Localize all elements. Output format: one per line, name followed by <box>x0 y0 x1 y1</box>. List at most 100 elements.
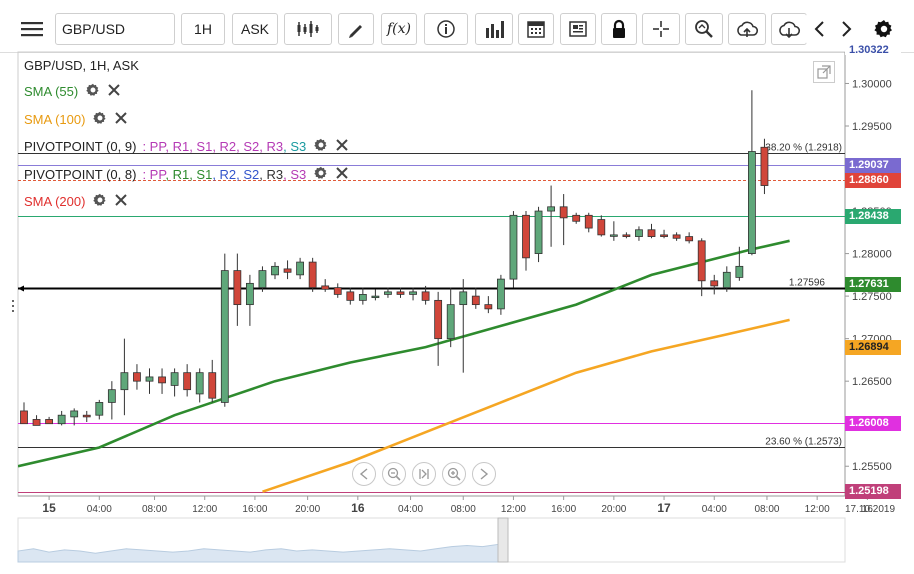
candle-body <box>20 410 28 425</box>
candle-body <box>534 210 543 254</box>
navigator-strip[interactable] <box>12 300 846 563</box>
x-tick-label: 15 <box>42 501 56 515</box>
zoom-icon[interactable] <box>685 13 723 45</box>
calendar-icon[interactable] <box>518 13 554 45</box>
candle-body <box>32 419 41 426</box>
legend-item-pivot-9[interactable]: PIVOTPOINT (0, 9) : PP, R1, S1, R2, S2, … <box>24 138 348 155</box>
zoom-out-icon[interactable] <box>382 462 406 486</box>
candle-body <box>409 291 417 295</box>
toolbar: GBP/USD 1H ASK f(x) <box>0 0 914 53</box>
scroll-right-icon[interactable] <box>472 462 496 486</box>
function-icon[interactable]: f(x) <box>381 13 417 45</box>
close-icon[interactable] <box>336 167 348 182</box>
candle-body <box>233 270 242 306</box>
candle-body <box>635 229 643 237</box>
pivot-levels: : PP, R1, S1, R2, S2, R3, S3 <box>142 167 306 182</box>
volume-bars-icon[interactable] <box>475 13 513 45</box>
chart-nav-buttons <box>352 462 496 486</box>
navigator-series <box>17 543 499 563</box>
candle-body <box>396 291 405 295</box>
zoom-in-icon[interactable] <box>442 462 466 486</box>
legend-item-pivot-8[interactable]: PIVOTPOINT (0, 8) : PP, R1, S1, R2, S2, … <box>24 166 348 183</box>
news-icon[interactable] <box>560 13 596 45</box>
navigator-handle <box>497 517 509 563</box>
x-tick-label: 08:00 <box>142 504 167 515</box>
x-tick-label: 08:00 <box>451 504 476 515</box>
close-icon[interactable] <box>108 84 120 99</box>
level-arrow-icon <box>18 285 24 292</box>
y-tick-label: 1.26500 <box>852 376 892 388</box>
y-tick-label: 1.28000 <box>852 249 892 261</box>
candle-body <box>584 214 593 229</box>
price-side-selector[interactable]: ASK <box>232 13 278 45</box>
gear-icon[interactable] <box>314 138 328 155</box>
candle-body <box>722 271 731 289</box>
timeframe-selector[interactable]: 1H <box>181 13 225 45</box>
price-tag: 1.29037 <box>845 157 901 173</box>
pivot-level: , S3 <box>283 167 307 182</box>
time-axis: 15 04:00 08:00 12:00 16:00 20:00 16 04:00 08:00 1… <box>18 495 895 515</box>
legend-label: PIVOTPOINT (0, 8) <box>24 167 137 182</box>
draw-icon[interactable] <box>338 13 374 45</box>
x-tick-label: 20:00 <box>295 504 320 515</box>
gear-icon[interactable] <box>93 111 107 128</box>
hamburger-icon[interactable] <box>14 13 50 45</box>
x-tick-label: 12:00 <box>805 504 830 515</box>
candle-body <box>496 278 505 310</box>
reset-icon[interactable] <box>412 462 436 486</box>
close-icon[interactable] <box>336 139 348 154</box>
candle-body <box>245 282 254 306</box>
symbol-selector[interactable]: GBP/USD <box>55 13 175 45</box>
price-tag: 1.28438 <box>845 208 901 224</box>
candle-body <box>471 295 480 306</box>
price-axis: 1.255001.260001.265001.270001.275001.280… <box>845 78 892 473</box>
pivot-level: , R2 <box>212 139 237 154</box>
candle-body <box>57 414 66 425</box>
pivot-level: : PP <box>142 167 166 182</box>
arrow-left-icon[interactable] <box>806 13 832 45</box>
lock-icon[interactable] <box>601 13 637 45</box>
moving-averages <box>18 239 790 493</box>
candle-body <box>597 219 606 236</box>
candle-body <box>82 414 91 418</box>
candle-body <box>258 270 267 289</box>
level-label: 23.60 % (1.2573) <box>765 437 842 448</box>
x-tick-label: 08:00 <box>754 504 779 515</box>
pivot-level: , S2 <box>236 139 260 154</box>
candle-body <box>547 206 555 212</box>
price-tag: 1.30322 <box>845 45 901 56</box>
legend-label: SMA (200) <box>24 194 86 209</box>
gear-icon[interactable] <box>93 193 107 210</box>
legend-item-sma200[interactable]: SMA (200) <box>24 193 128 210</box>
candle-body <box>358 294 367 301</box>
upload-icon[interactable] <box>728 13 766 45</box>
x-tick-label: 17.10.2019 <box>845 504 895 515</box>
pivot-level: , S2 <box>236 167 260 182</box>
candles <box>20 90 769 426</box>
arrow-right-icon[interactable] <box>834 13 860 45</box>
candles-icon[interactable] <box>284 13 332 45</box>
gear-icon[interactable] <box>314 166 328 183</box>
x-tick-label: 16 <box>862 504 874 515</box>
legend-item-sma55[interactable]: SMA (55) <box>24 83 120 100</box>
gear-icon[interactable] <box>870 13 898 45</box>
candle-body <box>271 265 279 276</box>
pivot-level: , R1 <box>165 139 190 154</box>
x-tick-label: 16:00 <box>551 504 576 515</box>
legend-item-sma100[interactable]: SMA (100) <box>24 111 128 128</box>
y-tick-label: 1.27500 <box>852 291 892 303</box>
scroll-left-icon[interactable] <box>352 462 376 486</box>
pivot-level: , R2 <box>212 167 237 182</box>
crosshair-icon[interactable] <box>642 13 680 45</box>
x-tick-label: 12:00 <box>192 504 217 515</box>
close-icon[interactable] <box>115 112 128 127</box>
expand-icon[interactable] <box>813 61 835 83</box>
x-tick-label: 12:00 <box>501 504 526 515</box>
info-icon[interactable] <box>424 13 468 45</box>
gear-icon[interactable] <box>86 83 100 100</box>
legend-label: PIVOTPOINT (0, 9) <box>24 139 137 154</box>
close-icon[interactable] <box>115 194 128 209</box>
x-tick-label: 17 <box>657 501 671 515</box>
candle-body <box>484 304 493 310</box>
